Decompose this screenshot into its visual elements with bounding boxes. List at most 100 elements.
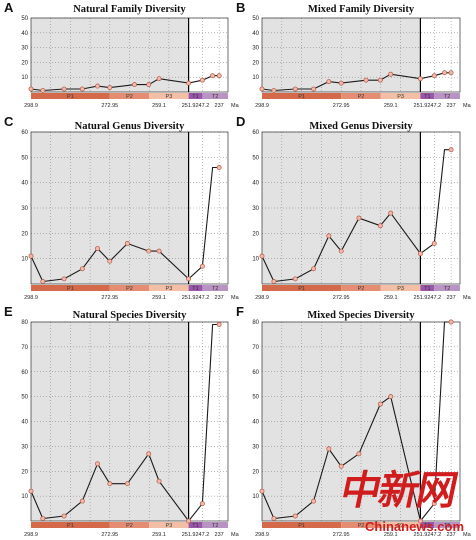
data-point: [156, 478, 162, 484]
data-point: [448, 319, 454, 325]
period-label: P2: [126, 286, 133, 292]
y-tick-label: 50: [252, 155, 259, 161]
x-tick-label: 251.9: [414, 103, 428, 109]
panel-letter: D: [236, 114, 245, 129]
period-bar-t2: [434, 285, 460, 291]
period-bar-t1: [188, 522, 203, 528]
y-tick-label: 40: [252, 31, 259, 37]
data-point: [338, 463, 344, 469]
period-label: P3: [397, 286, 404, 292]
period-label: P2: [358, 94, 365, 100]
x-tick-label: 247.2: [427, 532, 441, 538]
data-point: [186, 518, 192, 524]
data-point: [448, 147, 454, 153]
period-bar-p3: [149, 93, 189, 99]
period-label: P1: [67, 286, 74, 292]
data-point: [107, 481, 113, 487]
period-bar-t1: [188, 285, 203, 291]
data-point: [40, 88, 46, 93]
period-label: T2: [444, 286, 450, 292]
data-point: [146, 248, 152, 254]
data-point: [79, 498, 85, 504]
y-tick-label: 50: [21, 395, 28, 401]
panel-letter: E: [4, 304, 13, 319]
period-bar-p2: [341, 285, 381, 291]
y-tick-label: 40: [252, 420, 259, 426]
data-point: [107, 258, 113, 264]
period-label: T2: [444, 94, 450, 100]
y-tick-label: 40: [252, 181, 259, 187]
period-bar-p3: [380, 93, 421, 99]
x-tick-label: 251.9: [182, 532, 196, 538]
period-bar-p3: [149, 522, 189, 528]
data-point: [311, 498, 317, 504]
period-label: P2: [358, 523, 365, 529]
data-point: [417, 251, 423, 257]
x-tick-label: 259.1: [152, 295, 166, 301]
x-axis-unit-label: Ma: [231, 295, 240, 301]
panel-letter: B: [236, 0, 245, 15]
period-label: T1: [424, 523, 430, 529]
x-tick-label: 272.95: [333, 103, 350, 109]
x-tick-label: 237: [446, 532, 455, 538]
data-point: [124, 481, 130, 487]
y-tick-label: 10: [21, 257, 28, 263]
panel-title: Natural Genus Diversity: [75, 121, 185, 132]
data-point: [95, 83, 100, 89]
panel-title: Mixed Family Diversity: [308, 4, 415, 15]
period-label: P1: [298, 286, 305, 292]
x-axis-unit-label: Ma: [463, 295, 472, 301]
data-point: [259, 253, 265, 259]
x-tick-label: 272.95: [333, 532, 350, 538]
period-label: T1: [192, 94, 198, 100]
period-bar-t1: [188, 93, 203, 99]
plot-frame: [30, 321, 229, 522]
y-tick-label: 60: [21, 130, 28, 136]
x-tick-label: 298.9: [24, 103, 38, 109]
y-tick-label: 40: [21, 181, 28, 187]
panel-title: Mixed Genus Diversity: [309, 121, 413, 132]
period-label: T2: [212, 523, 218, 529]
y-tick-label: 10: [21, 494, 28, 500]
period-bar-t2: [434, 93, 460, 99]
data-point: [417, 76, 423, 82]
data-point: [363, 77, 369, 83]
x-tick-label: 237: [446, 295, 455, 301]
x-tick-label: 259.1: [384, 295, 398, 301]
period-label: P3: [166, 523, 173, 529]
data-point: [431, 241, 437, 246]
data-point: [199, 77, 205, 83]
y-tick-label: 30: [252, 46, 259, 52]
data-point: [124, 241, 130, 246]
y-tick-label: 10: [252, 494, 259, 500]
x-tick-label: 272.95: [101, 295, 118, 301]
x-tick-label: 298.9: [24, 295, 38, 301]
chart-panel-c: 10 20 30 40 50 60 P1 P2 P3 T1 T2 298.9 272.95 259.1 25…: [4, 114, 240, 301]
y-tick-label: 20: [21, 231, 28, 237]
plot-frame: [261, 321, 461, 522]
x-tick-label: 259.1: [384, 103, 398, 109]
period-bar-p1: [262, 93, 342, 99]
data-point: [388, 210, 394, 216]
chart-panel-a: 10 20 30 40 50 P1 P2 P3 T1 T2 298.9 272.95 259.1 251.…: [4, 0, 240, 109]
y-tick-label: 10: [252, 75, 259, 81]
y-tick-label: 60: [252, 370, 259, 376]
data-point: [79, 266, 85, 272]
chart-panel-e: 10 20 30 40 50 60 70 80 P1 P2 P3 T1 T2 298.9 272.95 259…: [4, 304, 240, 538]
period-bar-p1: [31, 522, 110, 528]
data-point: [216, 322, 222, 327]
panel-letter: C: [4, 114, 14, 129]
y-tick-label: 70: [252, 345, 259, 351]
chart-panel-b: 10 20 30 40 50 P1 P2 P3 T1 T2 298.9 272.95 259.1 251.…: [236, 0, 472, 109]
data-point: [199, 263, 205, 269]
period-bar-p2: [109, 285, 150, 291]
data-point: [40, 516, 46, 521]
data-point: [199, 501, 205, 507]
x-tick-label: 298.9: [24, 532, 38, 538]
period-bar-t1: [420, 93, 435, 99]
y-tick-label: 40: [21, 31, 28, 37]
x-tick-label: 247.2: [196, 532, 210, 538]
panel-letter: A: [4, 0, 14, 15]
data-point: [326, 233, 332, 239]
y-tick-label: 40: [21, 420, 28, 426]
